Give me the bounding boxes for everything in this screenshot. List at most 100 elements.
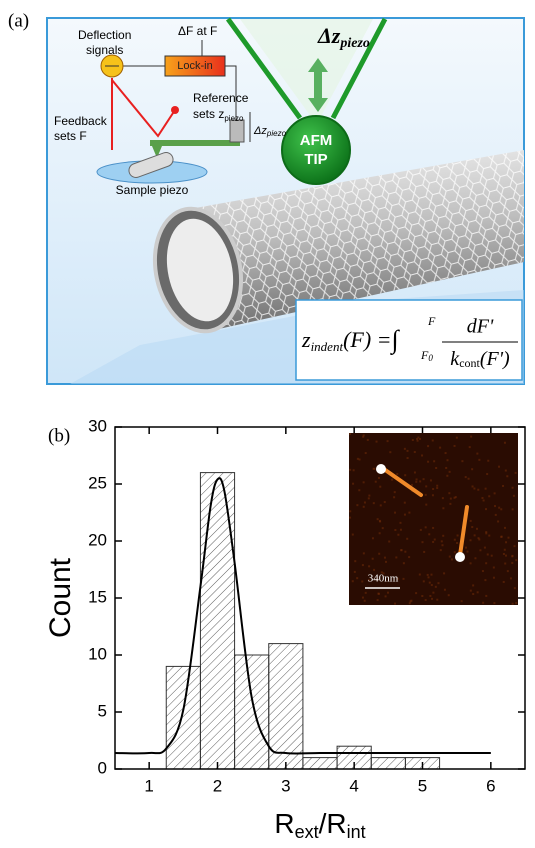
panel-a: (a) AFM TIP Δzpiezo Deflection signals Δ… (8, 10, 524, 384)
inset-noise (495, 514, 497, 516)
inset-noise (356, 577, 358, 579)
inset-noise (514, 587, 516, 589)
inset-noise (357, 458, 359, 460)
inset-noise (454, 497, 456, 499)
inset-noise (488, 495, 490, 497)
x-tick-label: 4 (349, 776, 358, 795)
panel-label: (b) (48, 425, 70, 446)
inset-noise (379, 486, 381, 488)
inset-noise (428, 576, 430, 578)
inset-noise (449, 503, 451, 505)
inset-noise (408, 512, 410, 514)
inset-noise (482, 602, 484, 604)
inset-noise (445, 452, 447, 454)
x-axis-title: Rext/Rint (274, 808, 365, 841)
inset-noise (515, 472, 517, 474)
x-tick-label: 2 (213, 776, 222, 795)
inset-noise (503, 581, 505, 583)
y-tick-label: 0 (98, 758, 107, 777)
inset-noise (470, 562, 472, 564)
tip-label: AFM (300, 132, 333, 149)
inset-noise (461, 460, 463, 462)
inset-noise (504, 442, 506, 444)
inset-noise (448, 492, 450, 494)
inset-noise (349, 510, 351, 512)
inset-noise (415, 592, 417, 594)
inset-noise (407, 457, 409, 459)
inset-noise (389, 451, 391, 453)
inset-noise (485, 532, 487, 534)
inset-noise (506, 475, 508, 477)
inset-noise (497, 520, 499, 522)
inset-noise (354, 571, 356, 573)
inset-noise (404, 448, 406, 450)
inset-noise (425, 485, 427, 487)
panel-label: (a) (8, 10, 29, 31)
inset-noise (441, 540, 443, 542)
inset-noise (363, 552, 365, 554)
x-axis-title-part: ext (295, 822, 319, 842)
inset-noise (373, 569, 375, 571)
inset-noise (427, 445, 429, 447)
tip-label: TIP (304, 151, 327, 168)
label: Feedback (54, 114, 108, 128)
x-tick-label: 5 (418, 776, 427, 795)
inset-noise (505, 555, 507, 557)
cantilever (150, 140, 240, 146)
detector (171, 106, 179, 114)
inset-noise (363, 481, 365, 483)
inset-noise (494, 492, 496, 494)
inset-noise (467, 551, 469, 553)
inset-noise (368, 497, 370, 499)
inset-noise (465, 476, 467, 478)
inset-noise (404, 514, 406, 516)
inset-noise (436, 487, 438, 489)
inset-noise (494, 505, 496, 507)
inset-noise (471, 468, 473, 470)
inset-noise (484, 579, 486, 581)
label: Lock-in (177, 60, 212, 72)
inset-noise (365, 452, 367, 454)
inset-noise (443, 572, 445, 574)
inset-noise (425, 504, 427, 506)
inset-noise (474, 534, 476, 536)
inset-noise (442, 497, 444, 499)
inset-noise (481, 497, 483, 499)
x-axis-title-part: int (347, 822, 366, 842)
inset-noise (432, 494, 434, 496)
inset-noise (387, 440, 389, 442)
inset-noise (399, 522, 401, 524)
inset-noise (514, 545, 516, 547)
inset-noise (388, 540, 390, 542)
inset-noise (423, 551, 425, 553)
inset-noise (504, 527, 506, 529)
inset-noise (419, 480, 421, 482)
inset-noise (432, 439, 434, 441)
inset-noise (353, 469, 355, 471)
inset-noise (379, 532, 381, 534)
inset-noise (378, 477, 380, 479)
inset-noise (365, 592, 367, 594)
y-tick-label: 5 (98, 701, 107, 720)
inset-noise (454, 551, 456, 553)
inset-noise (404, 502, 406, 504)
inset-noise (396, 473, 398, 475)
inset-noise (425, 526, 427, 528)
inset-noise (421, 595, 423, 597)
inset-noise (393, 496, 395, 498)
inset-noise (513, 495, 515, 497)
inset-noise (436, 599, 438, 601)
inset-noise (378, 553, 380, 555)
bar (166, 666, 200, 769)
inset-noise (410, 600, 412, 602)
inset-noise (373, 502, 375, 504)
inset-noise (363, 506, 365, 508)
inset-noise (493, 602, 495, 604)
inset-noise (501, 536, 503, 538)
y-tick-label: 10 (88, 644, 107, 663)
inset-noise (356, 504, 358, 506)
inset-noise (474, 557, 476, 559)
inset-noise (507, 570, 509, 572)
inset-noise (432, 592, 434, 594)
label: Reference (193, 91, 249, 105)
